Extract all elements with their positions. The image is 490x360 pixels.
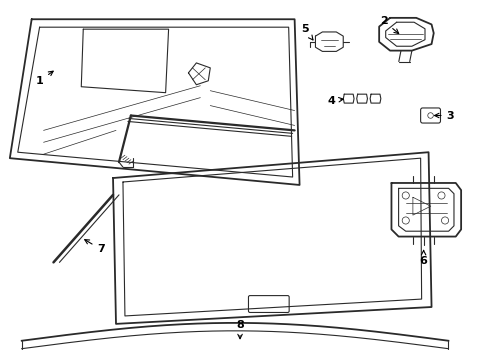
- Text: 6: 6: [419, 250, 428, 266]
- Text: 2: 2: [380, 16, 399, 33]
- Text: 5: 5: [301, 24, 313, 40]
- Text: 8: 8: [236, 320, 244, 339]
- Circle shape: [402, 192, 409, 199]
- Text: 1: 1: [36, 71, 53, 86]
- Circle shape: [428, 113, 433, 118]
- FancyBboxPatch shape: [420, 108, 441, 123]
- Circle shape: [441, 217, 449, 224]
- Text: 4: 4: [327, 96, 343, 105]
- Text: 7: 7: [85, 240, 105, 255]
- Circle shape: [438, 192, 445, 199]
- Text: 3: 3: [435, 111, 454, 121]
- FancyBboxPatch shape: [248, 296, 289, 312]
- Circle shape: [402, 217, 409, 224]
